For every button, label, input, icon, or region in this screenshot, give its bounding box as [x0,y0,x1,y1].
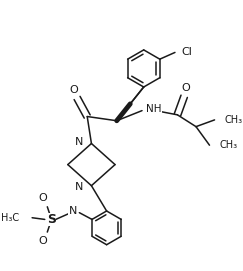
Text: H: H [68,206,75,216]
Text: Cl: Cl [182,47,193,57]
Text: N: N [69,206,77,216]
Text: O: O [39,193,47,203]
Text: CH₃: CH₃ [225,115,243,125]
Text: O: O [39,235,47,246]
Text: O: O [69,85,78,95]
Text: S: S [47,213,56,226]
Text: N: N [75,182,83,192]
Text: O: O [182,83,190,93]
Text: H₃C: H₃C [1,213,19,223]
Text: NH: NH [146,104,162,114]
Text: N: N [75,137,83,147]
Text: CH₃: CH₃ [220,140,238,150]
